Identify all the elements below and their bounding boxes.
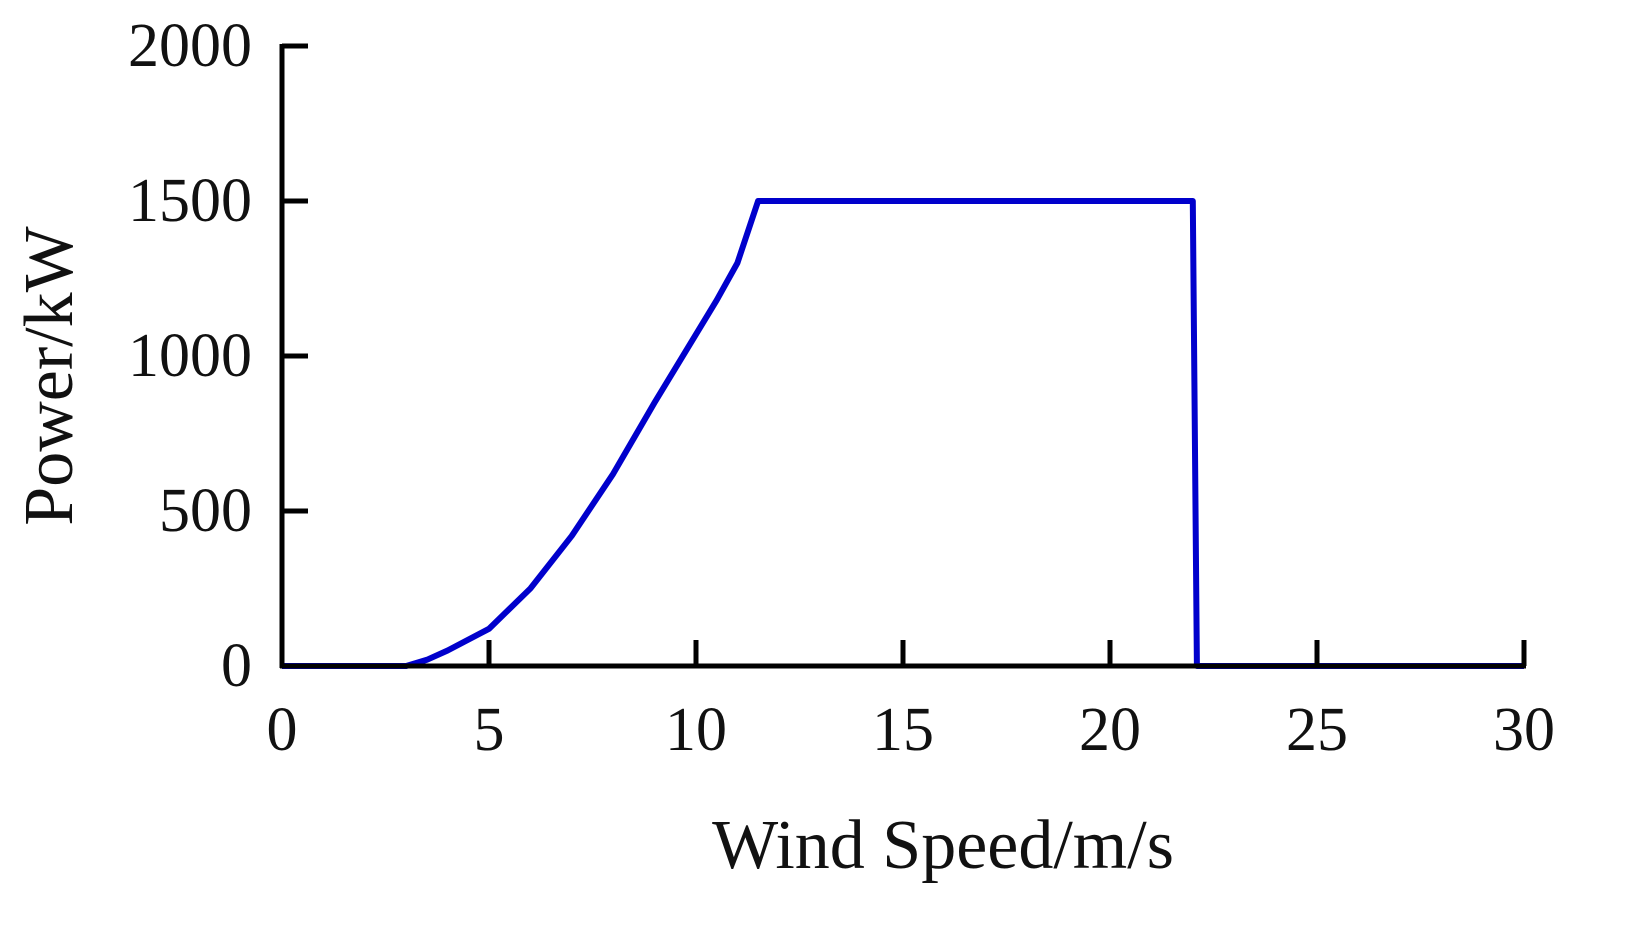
x-tick-label: 5	[474, 696, 505, 764]
y-tick-label: 500	[159, 477, 252, 545]
x-tick-label: 10	[665, 696, 727, 764]
x-tick-label: 30	[1493, 696, 1555, 764]
power-curve-line	[282, 198, 1524, 669]
y-tick-label: 1500	[128, 167, 252, 235]
x-tick-label: 25	[1286, 696, 1348, 764]
y-tick-label: 0	[221, 632, 252, 700]
y-tick-label: 1000	[128, 322, 252, 390]
axes	[279, 43, 1527, 669]
y-tick-label: 2000	[128, 12, 252, 80]
y-axis-label: Power/kW	[11, 226, 88, 525]
tick-labels: 0 500 1000 1500 2000 0 5 10 15 20 25 30	[128, 12, 1555, 764]
x-axis-label: Wind Speed/m/s	[712, 807, 1174, 884]
plot-area	[282, 198, 1524, 669]
x-tick-label: 0	[267, 696, 298, 764]
x-tick-label: 15	[872, 696, 934, 764]
x-tick-label: 20	[1079, 696, 1141, 764]
